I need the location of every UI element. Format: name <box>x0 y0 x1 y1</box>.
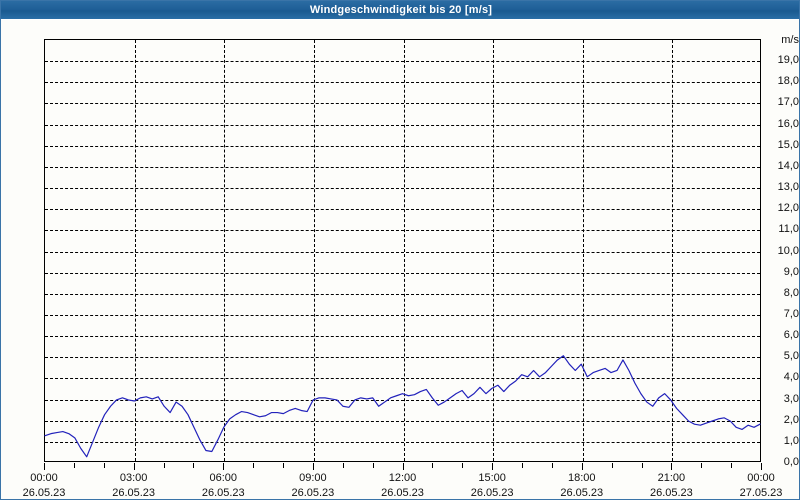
y-axis-tick-label: 13,0 <box>777 181 799 194</box>
x-axis-tick <box>701 463 703 468</box>
x-axis-time-label: 09:00 <box>299 472 327 484</box>
x-axis-tick <box>372 463 374 468</box>
gridline-horizontal <box>45 293 760 295</box>
x-axis-tick <box>402 463 404 470</box>
gridline-horizontal <box>45 209 760 211</box>
gridline-horizontal <box>45 336 760 338</box>
window-title-bar: Windgeschwindigkeit bis 20 [m/s] <box>1 1 799 20</box>
x-axis-tick <box>44 463 45 470</box>
y-axis-tick-label: 2,0 <box>783 413 799 426</box>
gridline-horizontal <box>45 188 760 190</box>
y-axis-tick-label: 1,0 <box>783 434 799 447</box>
gridline-horizontal <box>45 103 760 105</box>
x-axis-tick <box>462 463 464 468</box>
x-axis-date-label: 26.05.23 <box>22 487 66 499</box>
gridline-horizontal <box>45 357 760 359</box>
y-axis-tick-label: 4,0 <box>783 371 799 384</box>
x-axis-date-label: 26.05.23 <box>201 487 245 499</box>
x-axis-date-label: 27.05.23 <box>739 487 783 499</box>
gridline-vertical <box>582 40 584 461</box>
x-axis-time-label: 12:00 <box>388 472 417 484</box>
y-axis-tick-label: 14,0 <box>777 159 799 172</box>
x-axis-tick <box>492 463 494 470</box>
wind-speed-series <box>44 355 761 458</box>
x-axis-tick <box>193 463 195 468</box>
gridline-horizontal <box>45 166 760 168</box>
x-axis-time-label: 00:00 <box>747 472 775 484</box>
x-axis-tick <box>133 463 135 470</box>
x-axis-tick <box>581 463 583 470</box>
x-axis-time-label: 06:00 <box>209 472 238 484</box>
y-axis-tick-label: 0,0 <box>783 456 799 468</box>
x-axis-tick <box>611 463 613 468</box>
x-axis-tick <box>671 463 673 470</box>
gridline-horizontal <box>45 314 760 316</box>
y-axis-tick-label: 16,0 <box>777 117 799 130</box>
chart-canvas: m/s 0,0 1,0 2,0 3,0 4,0 5,0 6,0 7,0 8,0 9,0 10,0 11… <box>1 20 799 499</box>
x-axis-tick <box>163 463 165 468</box>
x-axis-date-label: 26.05.23 <box>381 487 424 499</box>
x-axis-tick <box>432 463 434 468</box>
x-axis-date-label: 26.05.23 <box>560 487 604 499</box>
plot-area <box>44 39 761 462</box>
x-axis-tick <box>522 463 523 468</box>
gridline-vertical <box>403 40 405 461</box>
y-axis-tick-label: 8,0 <box>783 286 799 299</box>
gridline-horizontal <box>45 441 760 443</box>
x-axis-tick <box>731 463 733 468</box>
x-axis-tick <box>761 463 762 470</box>
x-axis-tick <box>253 463 255 468</box>
gridline-vertical <box>313 40 315 461</box>
gridline-horizontal <box>45 420 760 422</box>
y-axis-tick-label: 3,0 <box>783 392 799 405</box>
gridline-horizontal <box>45 251 760 253</box>
gridline-vertical <box>493 40 495 461</box>
x-axis-time-label: 21:00 <box>657 472 686 484</box>
y-axis-tick-label: 19,0 <box>777 54 799 67</box>
x-axis-tick <box>342 463 344 468</box>
x-axis-date-label: 26.05.23 <box>470 487 514 499</box>
y-axis-tick-label: 6,0 <box>783 329 799 342</box>
y-axis-tick-label: 17,0 <box>777 96 799 109</box>
x-axis-date-label: 26.05.23 <box>649 487 693 499</box>
y-axis-tick-label: 7,0 <box>783 307 799 320</box>
y-axis-tick-label: 18,0 <box>777 75 799 88</box>
y-axis-tick-label: 10,0 <box>777 244 799 257</box>
x-axis-tick <box>223 463 225 470</box>
gridline-horizontal <box>45 272 760 274</box>
x-axis-tick <box>551 463 553 468</box>
gridline-horizontal <box>45 124 760 126</box>
gridline-horizontal <box>45 82 760 84</box>
gridline-horizontal <box>45 145 760 147</box>
gridline-vertical <box>224 40 226 461</box>
x-axis-time-label: 00:00 <box>30 472 58 484</box>
x-axis-tick <box>312 463 314 470</box>
gridline-horizontal <box>45 230 760 232</box>
x-axis-date-label: 26.05.23 <box>112 487 156 499</box>
gridline-horizontal <box>45 61 760 63</box>
x-axis-tick <box>283 463 284 468</box>
y-axis-tick-label: 15,0 <box>777 138 799 151</box>
y-axis-tick-label: 11,0 <box>778 223 799 236</box>
x-axis-time-label: 18:00 <box>567 472 596 484</box>
gridline-horizontal <box>45 399 760 401</box>
x-axis-date-label: 26.05.23 <box>291 487 335 499</box>
y-axis-unit-label: m/s <box>781 34 799 47</box>
y-axis-tick-label: 12,0 <box>777 202 799 215</box>
x-axis-tick <box>641 463 643 468</box>
wind-speed-line <box>44 355 761 458</box>
window-title: Windgeschwindigkeit bis 20 [m/s] <box>309 4 493 16</box>
x-axis-time-label: 03:00 <box>119 472 148 484</box>
gridline-vertical <box>672 40 674 461</box>
x-axis-tick <box>103 463 105 468</box>
gridline-vertical <box>134 40 136 461</box>
x-axis-time-label: 15:00 <box>478 472 506 484</box>
x-axis-tick <box>73 463 75 468</box>
y-axis-tick-label: 9,0 <box>783 265 799 278</box>
y-axis-tick-label: 5,0 <box>783 350 799 363</box>
gridline-horizontal <box>45 378 760 380</box>
